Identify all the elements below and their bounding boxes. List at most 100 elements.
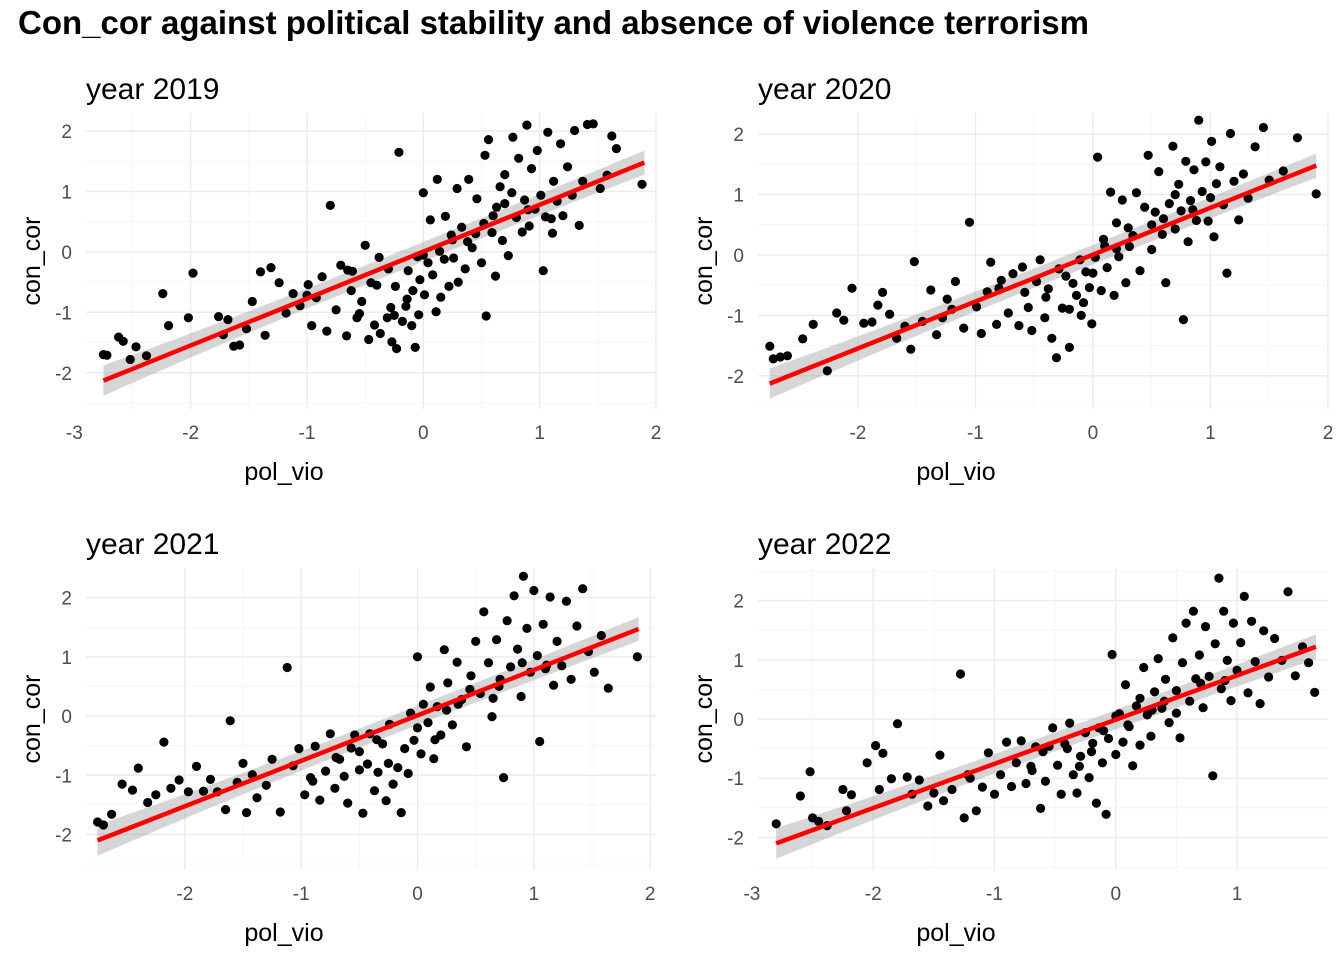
- data-point: [1205, 193, 1216, 203]
- x-tick-label: 1: [534, 423, 545, 444]
- data-point: [1170, 224, 1180, 234]
- data-point: [483, 658, 494, 668]
- data-point: [1109, 290, 1119, 300]
- data-point: [1174, 179, 1184, 189]
- data-point: [1048, 723, 1058, 733]
- data-point: [267, 754, 277, 764]
- data-point: [1088, 268, 1098, 278]
- data-point: [989, 789, 1000, 799]
- data-point: [1191, 215, 1201, 226]
- data-point: [959, 323, 969, 333]
- data-point: [1185, 196, 1196, 206]
- y-tick-label: 0: [733, 246, 744, 267]
- scatter-points: [771, 573, 1320, 831]
- data-point: [464, 174, 474, 184]
- x-tick-label: 0: [1110, 884, 1121, 905]
- data-point: [317, 272, 327, 282]
- data-point: [992, 319, 1002, 329]
- data-point: [838, 784, 848, 795]
- data-point: [98, 820, 108, 830]
- data-point: [497, 235, 507, 246]
- data-point: [500, 170, 510, 180]
- x-tick-label: -1: [299, 423, 316, 444]
- data-point: [929, 788, 939, 798]
- data-point: [440, 211, 450, 221]
- data-point: [572, 621, 582, 631]
- data-point: [428, 270, 438, 280]
- data-point: [950, 276, 960, 287]
- data-point: [517, 658, 527, 668]
- data-point: [390, 281, 400, 291]
- data-point: [878, 287, 888, 297]
- data-point: [1210, 639, 1220, 649]
- data-point: [307, 321, 317, 331]
- data-point: [452, 657, 462, 667]
- data-point: [932, 330, 942, 340]
- data-point: [443, 678, 453, 688]
- data-point: [1154, 167, 1164, 177]
- data-point: [768, 354, 778, 364]
- data-point: [935, 750, 945, 760]
- data-point: [955, 669, 966, 679]
- data-point: [549, 680, 559, 690]
- data-point: [538, 619, 548, 629]
- data-point: [1175, 733, 1185, 743]
- data-point: [1183, 237, 1193, 247]
- data-point: [1135, 740, 1145, 750]
- data-point: [923, 801, 933, 811]
- data-point: [1086, 747, 1097, 757]
- data-point: [939, 796, 949, 806]
- data-point: [331, 305, 341, 315]
- data-point: [447, 720, 457, 730]
- data-point: [343, 265, 353, 275]
- main-title: Con_cor against political stability and …: [18, 4, 1089, 41]
- y-axis-title: con_cor: [690, 675, 718, 764]
- data-point: [1189, 165, 1199, 175]
- data-point: [1194, 650, 1204, 660]
- data-point: [976, 328, 986, 339]
- data-point: [516, 691, 526, 702]
- data-point: [131, 342, 141, 352]
- data-point: [372, 735, 382, 745]
- data-point: [414, 310, 424, 320]
- y-tick-label: 2: [61, 122, 72, 143]
- data-point: [1121, 278, 1131, 288]
- regression-line: [775, 644, 1317, 846]
- y-axis-title: con_cor: [690, 217, 718, 306]
- data-point: [1036, 803, 1046, 813]
- data-point: [1234, 215, 1244, 225]
- data-point: [403, 266, 413, 276]
- data-point: [481, 311, 491, 321]
- data-point: [1259, 626, 1269, 636]
- data-point: [1107, 649, 1117, 660]
- data-point: [1040, 776, 1050, 786]
- data-point: [1209, 232, 1219, 242]
- data-point: [942, 294, 952, 304]
- data-point: [191, 761, 202, 771]
- data-point: [102, 350, 112, 360]
- data-point: [174, 775, 184, 785]
- data-point: [431, 307, 441, 317]
- x-tick-label: -2: [182, 423, 199, 444]
- data-point: [479, 607, 489, 617]
- data-point: [1311, 189, 1321, 199]
- data-point: [1255, 699, 1265, 709]
- data-point: [1006, 781, 1017, 792]
- data-point: [873, 300, 883, 310]
- data-point: [589, 667, 599, 677]
- data-point: [1216, 684, 1226, 694]
- data-point: [472, 194, 482, 204]
- data-point: [1215, 162, 1225, 172]
- minor-gridlines: [86, 568, 656, 870]
- y-tick-label: 1: [61, 183, 72, 204]
- data-point: [466, 671, 476, 681]
- x-tick-label: -1: [293, 884, 310, 905]
- data-point: [247, 296, 257, 307]
- data-point: [397, 316, 407, 326]
- data-point: [1283, 587, 1293, 597]
- data-point: [1084, 283, 1094, 293]
- data-point: [1211, 179, 1221, 189]
- data-point: [1123, 720, 1133, 730]
- data-point: [503, 251, 513, 261]
- data-point: [214, 312, 224, 322]
